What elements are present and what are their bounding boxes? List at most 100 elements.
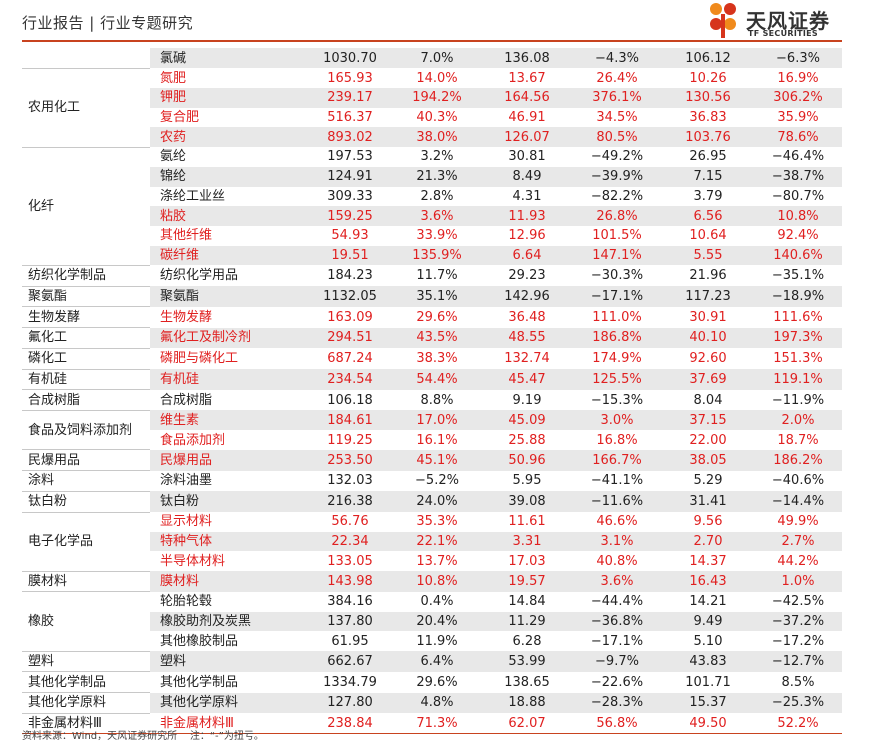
value-cell: −15.3% xyxy=(590,392,644,408)
value-cell: 6.56 xyxy=(662,206,754,226)
value-cell: 186.2% xyxy=(754,449,842,471)
value-cell: −37.2% xyxy=(754,611,842,632)
subcategory-cell: 聚氨酯 xyxy=(150,286,308,307)
value-cell: 8.49 xyxy=(482,166,572,187)
category-cell: 有机硅 xyxy=(22,369,150,391)
value-cell: 54.93 xyxy=(331,228,369,244)
value-cell: 10.26 xyxy=(689,70,727,86)
logo-chinese-text: 天风证券 xyxy=(746,9,830,33)
value-cell: 0.4% xyxy=(420,594,454,610)
value-cell: 234.54 xyxy=(308,369,392,390)
logo-petal-icon xyxy=(710,3,736,38)
value-cell: 306.2% xyxy=(754,87,842,108)
value-cell: 50.96 xyxy=(482,449,572,471)
table-row: 非金属材料Ⅲ 非金属材料Ⅲ 238.84 71.3% 62.07 56.8% 49.50 52… xyxy=(22,713,842,735)
value-cell: 119.25 xyxy=(327,432,373,448)
value-cell: 5.29 xyxy=(693,473,723,489)
value-cell: 119.1% xyxy=(754,369,842,390)
value-cell: 16.8% xyxy=(596,432,638,448)
value-cell: 142.96 xyxy=(482,286,572,307)
value-cell: 194.2% xyxy=(392,87,482,108)
value-cell: 8.5% xyxy=(781,674,815,690)
table-row: 涂料 涂料油墨 132.03 −5.2% 5.95 −41.1% 5.29 −40.6% xyxy=(22,470,842,492)
table-row: 复合肥 516.37 40.3% 46.91 34.5% 36.83 35.9% xyxy=(22,108,842,128)
value-cell: 34.5% xyxy=(596,110,638,126)
value-cell: 163.09 xyxy=(327,309,373,325)
value-cell: 11.61 xyxy=(508,514,546,530)
value-cell: 49.9% xyxy=(777,514,819,530)
subcategory-cell: 显示材料 xyxy=(160,514,213,530)
value-cell: 48.55 xyxy=(482,327,572,349)
value-cell: 1030.70 xyxy=(308,48,392,69)
value-cell: 893.02 xyxy=(308,127,392,148)
value-cell: 126.07 xyxy=(482,127,572,148)
category-cell: 其他化学制品 xyxy=(22,671,150,693)
value-cell: 40.8% xyxy=(596,553,638,569)
subcategory-cell: 特种气体 xyxy=(150,531,308,552)
table-row: 锦纶 124.91 21.3% 8.49 −39.9% 7.15 −38.7% xyxy=(22,166,842,187)
subcategory-cell: 粘胶 xyxy=(150,206,308,226)
value-cell: 43.5% xyxy=(392,327,482,349)
subcategory-cell: 涤纶工业丝 xyxy=(160,188,226,204)
subcategory-cell: 锦纶 xyxy=(150,166,308,187)
subcategory-cell: 氨纶 xyxy=(160,149,187,165)
subcategory-cell: 轮胎轮毂 xyxy=(160,594,213,610)
value-cell: 10.64 xyxy=(689,228,727,244)
value-cell: 133.05 xyxy=(327,553,373,569)
value-cell: −18.9% xyxy=(754,286,842,307)
table-row: 特种气体 22.34 22.1% 3.31 3.1% 2.70 2.7% xyxy=(22,531,842,552)
table-row: 塑料 塑料 662.67 6.4% 53.99 −9.7% 43.83 −12.7% xyxy=(22,651,842,673)
value-cell: 37.15 xyxy=(662,410,754,431)
value-cell: 294.51 xyxy=(308,327,392,349)
table-row: 其他化学原料 其他化学原料 127.80 4.8% 18.88 −28.3% 15.37 −2… xyxy=(22,692,842,714)
value-cell: 216.38 xyxy=(308,491,392,513)
table-row: 合成树脂 合成树脂 106.18 8.8% 9.19 −15.3% 8.04 −11.9% xyxy=(22,389,842,411)
table-row: 生物发酵 生物发酵 163.09 29.6% 36.48 111.0% 30.91 111.6… xyxy=(22,306,842,329)
value-cell: 135.9% xyxy=(392,245,482,266)
table-row: 钾肥 239.17 194.2% 164.56 376.1% 130.56 306.2% xyxy=(22,87,842,108)
value-cell: 29.6% xyxy=(416,309,458,325)
subcategory-cell: 合成树脂 xyxy=(160,392,213,408)
subcategory-cell: 其他化学制品 xyxy=(160,674,239,690)
table-row: 其他橡胶制品 61.95 11.9% 6.28 −17.1% 5.10 −17.2% xyxy=(22,631,842,651)
value-cell: 36.48 xyxy=(508,309,546,325)
table-row: 聚氨酯 聚氨酯 1132.05 35.1% 142.96 −17.1% 117.23 −18.… xyxy=(22,286,842,308)
value-cell: 13.67 xyxy=(508,70,546,86)
value-cell: 37.69 xyxy=(662,369,754,390)
value-cell: 516.37 xyxy=(327,110,373,126)
value-cell: 151.3% xyxy=(773,351,823,367)
table-row: 钛白粉 钛白粉 216.38 24.0% 39.08 −11.6% 31.41 −14.4% xyxy=(22,491,842,513)
table-row: 农用化工 氮肥 165.93 14.0% 13.67 26.4% 10.26 16.9% xyxy=(22,68,842,148)
value-cell: 384.16 xyxy=(327,594,373,610)
value-cell: 56.76 xyxy=(331,514,369,530)
value-cell: 2.0% xyxy=(754,410,842,431)
value-cell: 136.08 xyxy=(482,48,572,69)
value-cell: 46.6% xyxy=(596,514,638,530)
subcategory-cell: 塑料 xyxy=(150,651,308,672)
category-cell: 非金属材料Ⅲ xyxy=(22,713,150,735)
table-row: 氯碱 1030.70 7.0% 136.08 −4.3% 106.12 −6.3% xyxy=(22,48,842,69)
value-cell: 40.10 xyxy=(662,327,754,349)
table-row: 有机硅 有机硅 234.54 54.4% 45.47 125.5% 37.69 119.1% xyxy=(22,369,842,391)
value-cell: 14.37 xyxy=(689,553,727,569)
subcategory-cell: 氟化工及制冷剂 xyxy=(150,327,308,349)
value-cell: −30.3% xyxy=(590,268,644,284)
category-cell: 聚氨酯 xyxy=(22,286,150,308)
value-cell: 101.5% xyxy=(592,228,642,244)
value-cell: 159.25 xyxy=(308,206,392,226)
value-cell: −38.7% xyxy=(754,166,842,187)
value-cell: 13.7% xyxy=(416,553,458,569)
value-cell: −11.9% xyxy=(771,392,825,408)
value-cell: 35.1% xyxy=(392,286,482,307)
value-cell: 16.1% xyxy=(416,432,458,448)
value-cell: 6.28 xyxy=(512,633,542,649)
value-cell: 20.4% xyxy=(392,611,482,632)
value-cell: 35.3% xyxy=(416,514,458,530)
table-row: 农药 893.02 38.0% 126.07 80.5% 103.76 78.6% xyxy=(22,127,842,148)
value-cell: 78.6% xyxy=(754,127,842,148)
subcategory-cell: 其他纤维 xyxy=(160,228,213,244)
value-cell: 38.3% xyxy=(416,351,458,367)
value-cell: 16.9% xyxy=(777,70,819,86)
value-cell: 132.74 xyxy=(504,351,550,367)
value-cell: 11.93 xyxy=(482,206,572,226)
